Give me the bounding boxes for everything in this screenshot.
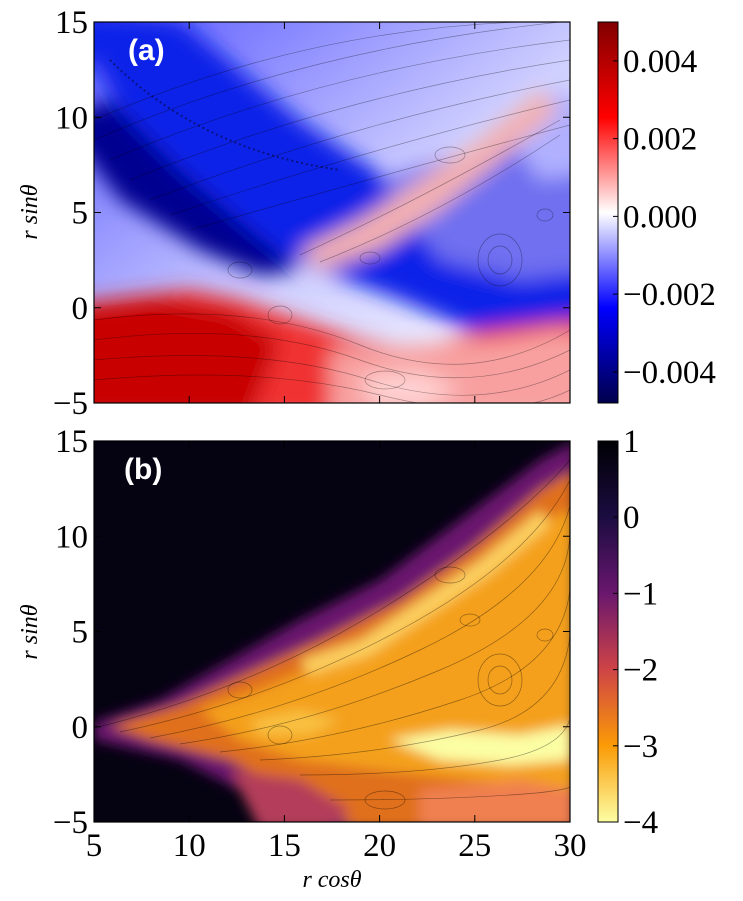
panel-b-ytick-label: 0 [72, 710, 89, 746]
panel-b-xtick-label: 20 [363, 828, 396, 864]
panel-b-streamlines [94, 459, 570, 810]
colorbar-b-tick-label: −4 [623, 805, 658, 841]
panel-b-ylabel: r sinθ [17, 604, 43, 659]
panel-a-label: (a) [128, 34, 165, 67]
panel-a-ytick-label: 15 [55, 5, 88, 41]
panel-a-field [94, 22, 570, 403]
panel-b-xtick-label: 10 [173, 828, 206, 864]
panel-b-field [94, 441, 570, 822]
colorbar-a-ticks: −0.004 −0.002 0.000 0.002 0.004 [613, 44, 716, 391]
colorbar-b-tick-label: 1 [623, 424, 640, 460]
colorbar-b-tick-label: −3 [623, 729, 658, 765]
panel-b-xtick-label: 5 [86, 828, 103, 864]
panel-b-xtick-label: 15 [268, 828, 301, 864]
colorbar-a-tick-label: 0.002 [623, 122, 697, 158]
panel-a-ytick-label: 5 [72, 196, 89, 232]
panel-b-ytick-label: 10 [55, 519, 88, 555]
colorbar-a-tick-label: −0.004 [623, 355, 716, 391]
colorbar-a-tick-label: −0.002 [623, 277, 716, 313]
colorbar-a [597, 21, 619, 404]
panel-b-xtick-label: 30 [554, 828, 587, 864]
colorbar-b-tick-label: −2 [623, 653, 658, 689]
panel-b-xlabel: r cosθ [302, 867, 361, 893]
panel-a-ylabel: r sinθ [17, 184, 43, 239]
panel-b-label: (b) [124, 453, 162, 486]
colorbar-b [597, 440, 619, 823]
panel-a-ytick-label: −5 [53, 386, 88, 422]
panel-a: −5 0 5 10 15 (a) r sinθ −0.004 −0.002 0.000 0.0… [17, 5, 716, 422]
colorbar-b-ticks: −4 −3 −2 −1 0 1 [613, 424, 658, 841]
panel-b-xtick-label: 25 [458, 828, 491, 864]
panel-b-axes: 5 10 15 20 25 30 −5 0 5 10 15 [53, 424, 587, 864]
panel-a-ytick-label: 10 [55, 100, 88, 136]
colorbar-a-tick-label: 0.004 [623, 44, 697, 80]
panel-a-axes: −5 0 5 10 15 [53, 5, 571, 422]
panel-b-ytick-label: 15 [55, 424, 88, 460]
colorbar-a-tick-label: 0.000 [623, 199, 697, 235]
colorbar-b-tick-label: 0 [623, 500, 640, 536]
panel-a-ytick-label: 0 [72, 291, 89, 327]
panel-a-streamlines [94, 22, 570, 403]
colorbar-b-tick-label: −1 [623, 576, 658, 612]
panel-b-ytick-label: 5 [72, 615, 89, 651]
panel-b-ytick-label: −5 [53, 805, 88, 841]
